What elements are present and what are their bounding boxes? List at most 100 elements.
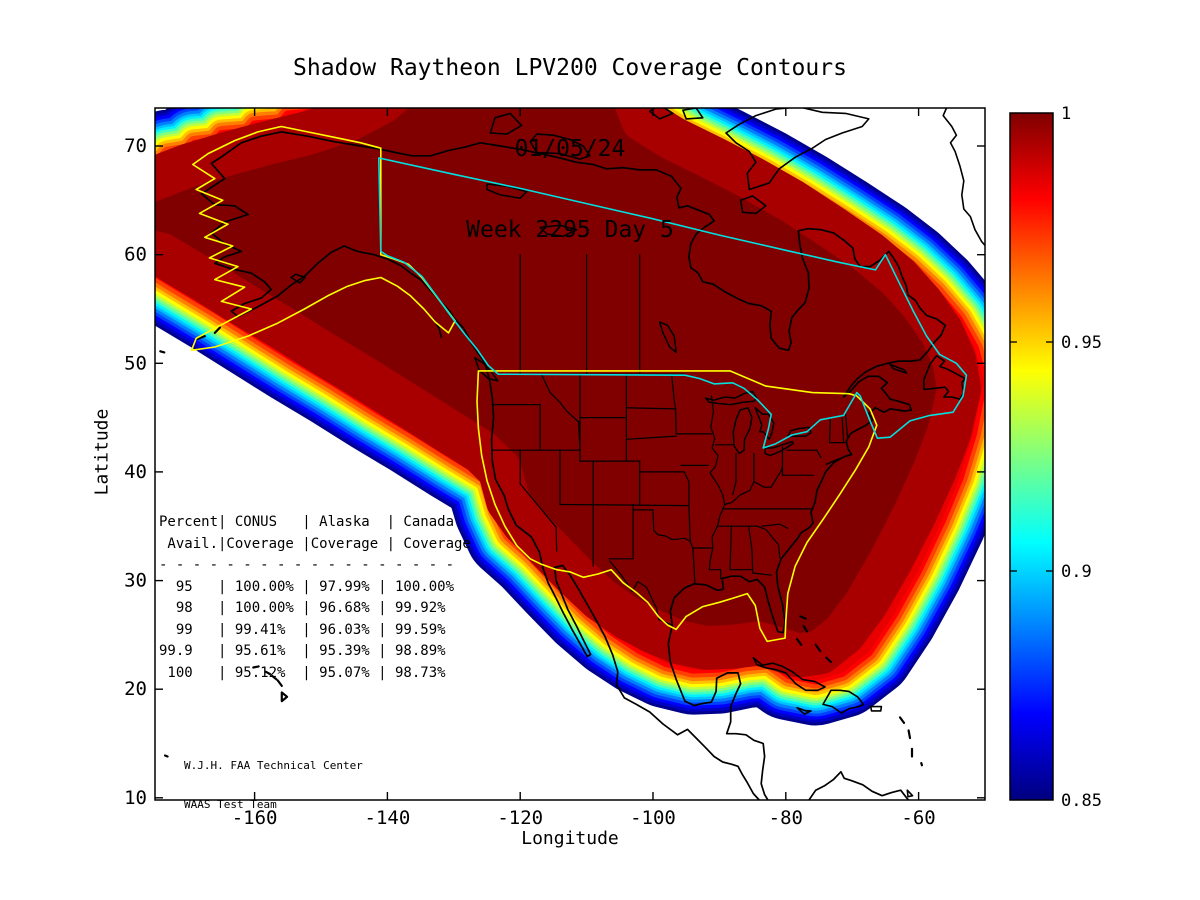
map-layer-islands: [906, 789, 914, 798]
colorbar-frame: [1009, 112, 1054, 801]
credit-line-1: W.J.H. FAA Technical Center: [184, 759, 363, 772]
x-tick-label: -100: [630, 807, 676, 829]
map-layer-state-borders: [608, 503, 634, 560]
colorbar-tick-label: 1: [1061, 104, 1071, 124]
colorbar-tick-label: 0.9: [1061, 562, 1092, 582]
map-layer-islands: [923, 354, 966, 400]
y-tick-label: 10: [124, 787, 147, 809]
availability-table-row: 99.9 | 95.61% | 95.39% | 98.89%: [159, 643, 446, 659]
map-layer-lakes: [732, 407, 753, 455]
map-layer-islands: [474, 357, 499, 382]
map-layer-coastline: [808, 770, 910, 800]
map-layer-island-specks: [799, 615, 807, 620]
map-layer-state-borders: [540, 373, 581, 451]
map-layer-state-borders: [671, 373, 677, 410]
availability-table-row: 99 | 99.41% | 96.03% | 99.59%: [159, 621, 446, 638]
map-layer-island-specks: [163, 754, 169, 758]
map-layer-island-specks: [271, 675, 278, 681]
x-tick-label: -140: [365, 807, 411, 829]
map-layer-island-specks: [252, 665, 260, 669]
map-layer-island-specks: [825, 656, 833, 664]
map-layer-islands: [942, 108, 985, 247]
map-layer-coastline: [200, 131, 455, 319]
map-layer-island-specks: [796, 638, 803, 646]
map-layer-state-borders: [748, 525, 754, 571]
x-tick-label: -160: [232, 807, 278, 829]
map-layer-islands: [529, 133, 591, 160]
y-tick-label: 20: [124, 678, 147, 700]
map-layer-island-specks: [264, 670, 271, 676]
map-layer-state-borders: [729, 525, 732, 571]
map-layer-state-borders: [519, 449, 558, 552]
map-layer-state-borders: [708, 569, 722, 579]
map-layer-state-borders: [625, 435, 677, 440]
figure-week-day: Week 2295 Day 5: [466, 217, 674, 243]
map-layer-state-borders: [708, 395, 726, 571]
map-layer-lakes: [754, 407, 775, 441]
y-axis-label: Latitude: [91, 408, 113, 496]
map-layer-islands: [725, 108, 870, 191]
colorbar-tick-label: 0.85: [1061, 791, 1102, 811]
map-layer-islands: [489, 112, 523, 135]
map-layer-islands: [290, 273, 306, 284]
map-layer-islands: [682, 108, 704, 120]
map-layer-state-borders: [761, 523, 789, 529]
credit-block: W.J.H. FAA Technical Center WAAS Test Te…: [184, 733, 363, 824]
map-layer-lakes: [658, 321, 677, 354]
map-layer-state-borders: [756, 525, 781, 559]
x-tick-label: -120: [497, 807, 543, 829]
x-tick-label: -80: [769, 807, 803, 829]
colorbar-gradient: [1010, 113, 1053, 800]
y-tick-label: 40: [124, 461, 147, 483]
figure-date: 01/05/24: [514, 136, 626, 162]
map-layer-island-specks: [159, 350, 166, 354]
map-layer-islands: [825, 458, 840, 466]
map-layer-islands: [889, 363, 908, 374]
map-layer-island-specks: [907, 729, 912, 740]
availability-table-row: 95 | 100.00% | 97.99% | 100.00%: [159, 578, 455, 595]
coverage-core-region: [155, 108, 982, 678]
map-layer-island-specks: [213, 326, 222, 334]
map-layer-islands: [796, 706, 812, 715]
map-layer-coastline: [452, 316, 761, 800]
map-layer-islands: [822, 689, 865, 714]
y-tick-label: 70: [124, 135, 147, 157]
y-tick-label: 50: [124, 352, 147, 374]
availability-table-row: Percent| CONUS | Alaska | Canada: [159, 514, 455, 530]
map-layer-coastline: [667, 624, 769, 800]
map-layer-island-specks: [276, 679, 283, 687]
availability-table-row: 98 | 100.00% | 96.68% | 99.92%: [159, 600, 446, 616]
x-tick-label: -60: [901, 807, 935, 829]
map-layer-state-borders: [683, 471, 690, 507]
map-layer-state-borders: [675, 408, 677, 435]
map-layer-conus-service-boundary: [476, 370, 878, 643]
map-layer-state-borders: [841, 417, 845, 444]
map-layer-island-specks: [195, 335, 206, 341]
map-layer-islands: [870, 705, 883, 712]
map-layer-canada-service-boundary: [378, 157, 968, 449]
map-layer-islands: [739, 195, 767, 215]
credit-line-2: WAAS Test Team: [184, 798, 277, 811]
axes: -160 -140 -120 -100 -80 -60 10 20 30 40 50 60 70: [124, 107, 986, 829]
map-layer-islands: [752, 656, 826, 692]
colorbar-tick-label: 0.95: [1061, 333, 1102, 353]
map-area: [155, 108, 985, 800]
map-layer-coastline: [379, 141, 947, 634]
x-axis-label: Longitude: [521, 828, 619, 849]
map-layer-state-borders: [829, 417, 831, 444]
y-tick-label: 30: [124, 570, 147, 592]
map-layer-island-specks: [280, 691, 289, 703]
map-layer-lakes: [539, 224, 578, 237]
availability-table-row: - - - - - - - - - - - - - - - - - -: [159, 557, 455, 573]
map-layer-island-specks: [802, 625, 809, 633]
figure-title: Shadow Raytheon LPV200 Coverage Contours: [293, 55, 847, 81]
map-layer-alaska-service-boundary: [190, 125, 456, 352]
map-layer-state-borders: [729, 569, 772, 576]
map-layer-state-borders: [724, 464, 784, 506]
map-layer-island-specks: [814, 643, 822, 653]
figure-title-block: Shadow Raytheon LPV200 Coverage Contours…: [293, 1, 847, 271]
map-layer-state-borders: [632, 509, 691, 543]
availability-table-row: Avail.|Coverage |Coverage | Coverage: [159, 535, 471, 552]
availability-table: Percent| CONUS | Alaska | Canada Avail.|…: [159, 512, 471, 684]
